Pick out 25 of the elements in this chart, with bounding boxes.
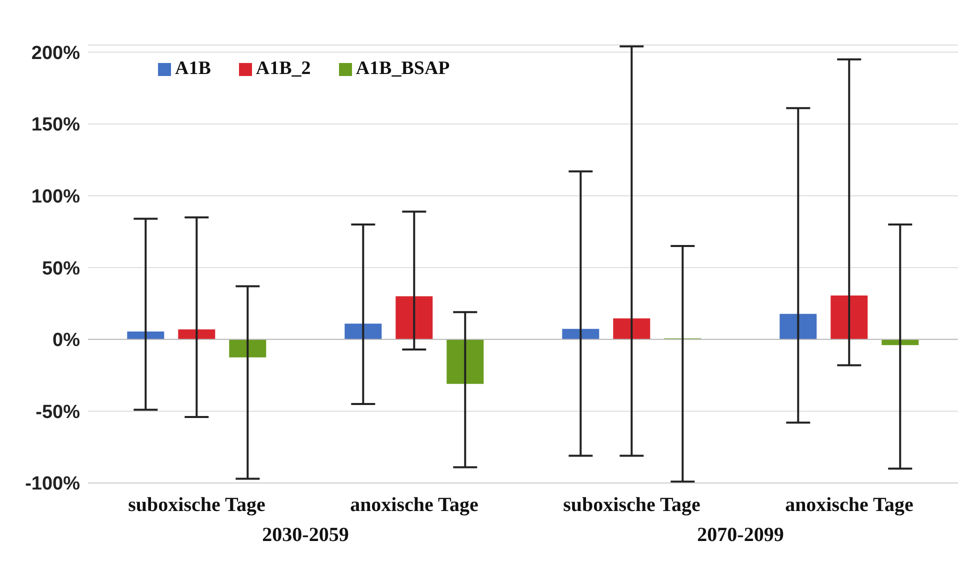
y-tick-label: -50% <box>36 402 80 423</box>
y-tick-label: 200% <box>31 42 80 64</box>
y-tick-label: -100% <box>25 474 80 495</box>
y-tick-label: 0% <box>52 330 80 352</box>
bar <box>830 295 868 340</box>
bar <box>780 314 817 340</box>
bar <box>562 328 600 340</box>
bar <box>396 296 433 340</box>
legend-label: A1B <box>175 58 211 79</box>
bar <box>446 339 484 384</box>
x-tick-label: anoxische Tage <box>785 494 914 516</box>
x-tick-label: suboxische Tage <box>563 494 701 516</box>
x-tick-label: anoxische Tage <box>350 494 479 516</box>
legend-label: A1B_2 <box>256 58 311 79</box>
y-tick-label: 50% <box>42 258 80 280</box>
y-tick-label: 100% <box>31 186 80 208</box>
text: 2030-2059 <box>262 524 349 546</box>
bar <box>344 324 382 340</box>
bar <box>229 339 266 358</box>
bar <box>613 318 650 340</box>
y-tick-label: 150% <box>31 114 80 136</box>
x-tick-label: suboxische Tage <box>128 494 266 516</box>
legend-label: A1B_BSAP <box>356 58 450 79</box>
bar <box>127 331 164 340</box>
text: 2070-2099 <box>697 524 784 546</box>
